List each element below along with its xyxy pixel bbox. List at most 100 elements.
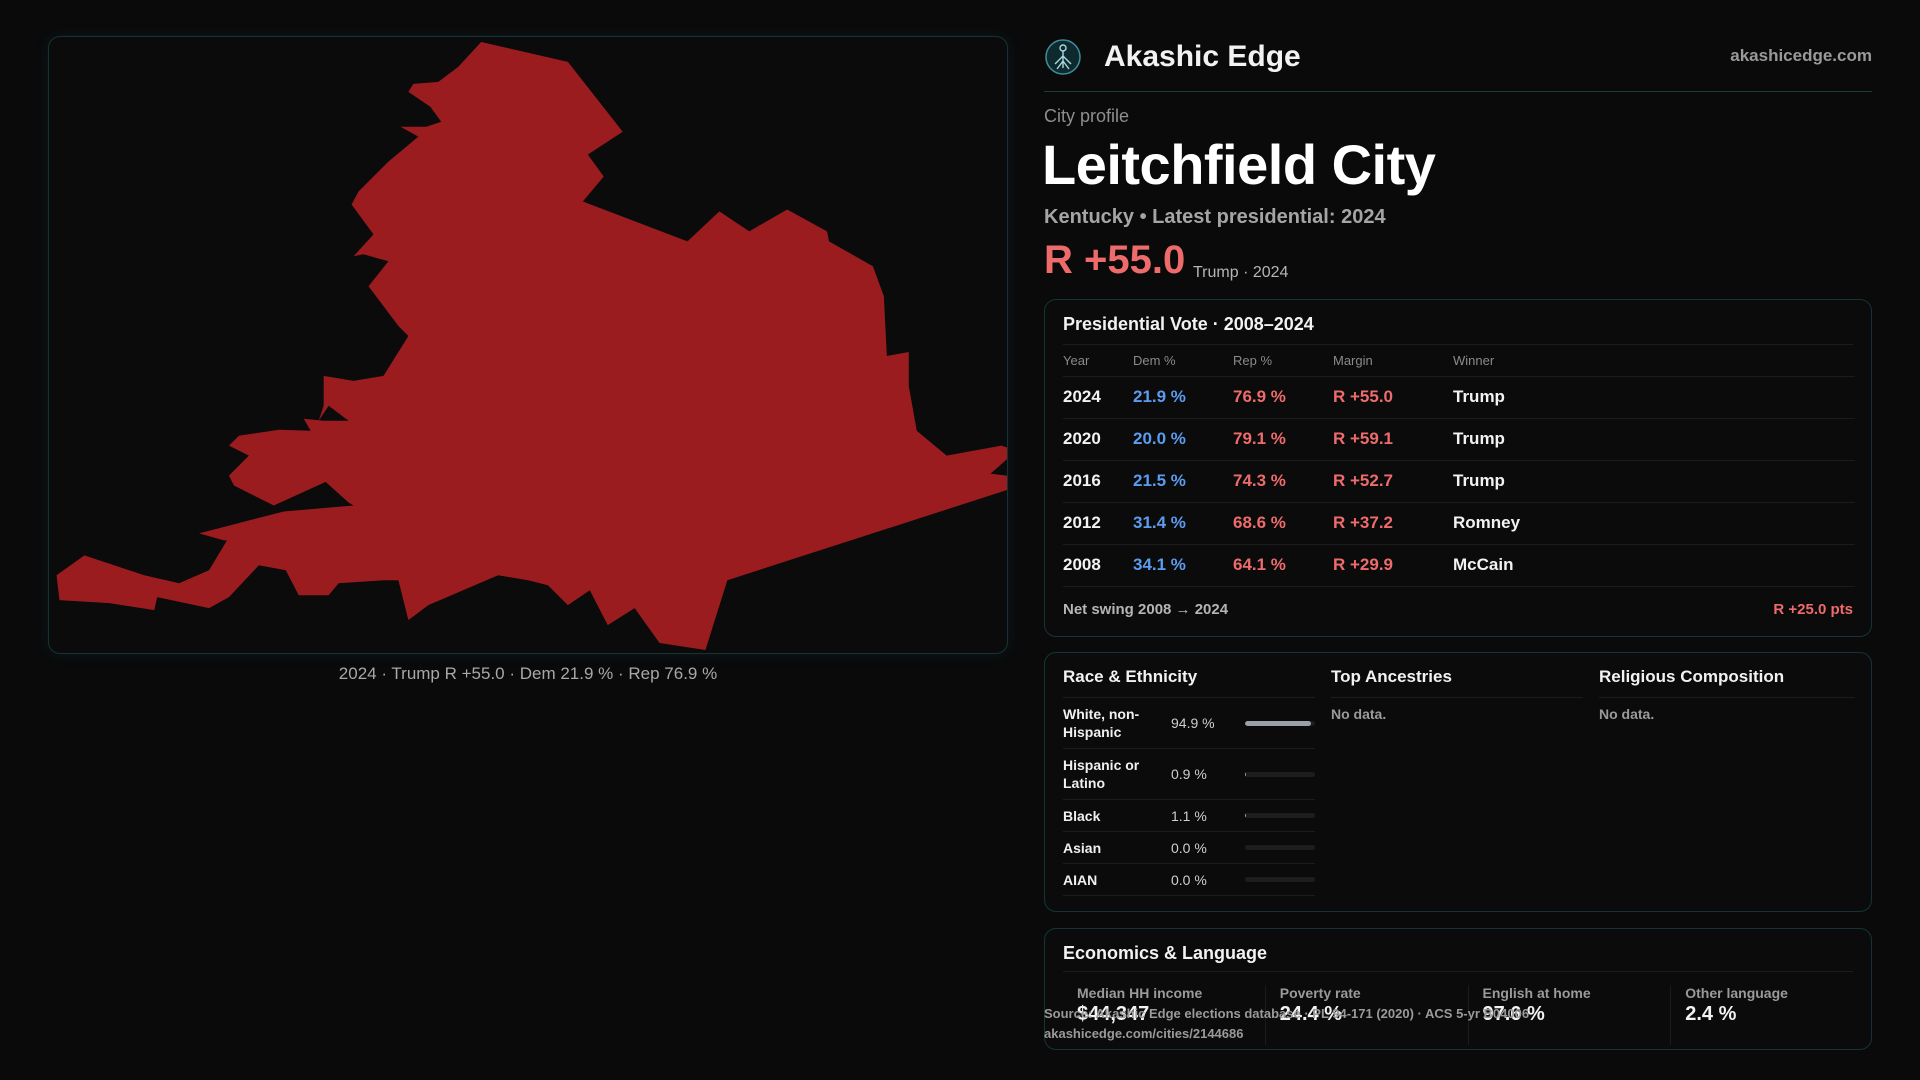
race-bar <box>1245 845 1315 850</box>
race-title: Race & Ethnicity <box>1063 667 1315 698</box>
presidential-vote-card: Presidential Vote · 2008–2024 Year Dem %… <box>1044 299 1872 637</box>
dem-cell: 21.9 % <box>1133 376 1233 419</box>
dem-cell: 21.5 % <box>1133 460 1233 503</box>
year-cell: 2020 <box>1063 418 1133 461</box>
econ-label: Median HH income <box>1077 985 1203 1001</box>
econ-cell: Other language 2.4 % <box>1670 985 1873 1045</box>
dem-cell: 20.0 % <box>1133 418 1233 461</box>
vote-table: Year Dem % Rep % Margin Winner 2024 21.9… <box>1063 346 1855 587</box>
race-pct: 0.0 % <box>1171 871 1207 888</box>
winner-cell: Romney <box>1453 502 1855 545</box>
race-name: AIAN <box>1063 871 1098 888</box>
latest-margin-detail: Trump · 2024 <box>1193 264 1289 281</box>
econ-value: 2.4 % <box>1685 1003 1737 1025</box>
econ-label: Other language <box>1685 985 1788 1001</box>
year-cell: 2024 <box>1063 376 1133 419</box>
page-subtitle: Kentucky • Latest presidential: 2024 <box>1044 206 1386 228</box>
source-citation: Source: Akashic Edge elections database … <box>1044 1006 1530 1021</box>
race-row: Asian 0.0 % <box>1063 832 1315 864</box>
economics-card: Economics & Language Median HH income $4… <box>1044 928 1872 1050</box>
winner-cell: Trump <box>1453 418 1855 461</box>
econ-value: 24.4 % <box>1279 1003 1343 1025</box>
table-row: 2016 21.5 % 74.3 % R +52.7 Trump <box>1063 460 1855 503</box>
table-row: 2008 34.1 % 64.1 % R +29.9 McCain <box>1063 544 1855 587</box>
econ-label: English at home <box>1482 985 1591 1001</box>
winner-cell: Trump <box>1453 376 1855 419</box>
brand-name[interactable]: Akashic Edge <box>1104 40 1301 73</box>
rep-cell: 74.3 % <box>1233 460 1333 503</box>
race-bar <box>1245 771 1315 777</box>
religion-title: Religious Composition <box>1599 667 1855 698</box>
city-boundary-polygon <box>56 41 1007 651</box>
econ-cell: English at home 97.6 % <box>1467 985 1671 1045</box>
source-url[interactable]: akashicedge.com/cities/2144686 <box>1044 1026 1244 1041</box>
winner-cell: McCain <box>1453 544 1855 587</box>
race-bar-fill <box>1245 813 1246 818</box>
header-rep: Rep % <box>1233 346 1333 377</box>
profile-kicker: City profile <box>1044 106 1130 126</box>
econ-cell: Poverty rate 24.4 % <box>1264 985 1468 1045</box>
divider <box>1063 344 1853 345</box>
year-cell: 2012 <box>1063 502 1133 545</box>
table-row: 2024 21.9 % 76.9 % R +55.0 Trump <box>1063 376 1855 419</box>
demographics-card: Race & Ethnicity White, non-Hispanic 94.… <box>1044 652 1872 912</box>
margin-cell: R +59.1 <box>1333 418 1453 461</box>
race-pct: 0.9 % <box>1171 766 1207 782</box>
race-row: Hispanic or Latino 0.9 % <box>1063 749 1315 800</box>
year-cell: 2016 <box>1063 460 1133 503</box>
race-name: White, non-Hispanic <box>1063 706 1140 740</box>
race-name: Asian <box>1063 839 1102 856</box>
dem-cell: 34.1 % <box>1133 544 1233 587</box>
latest-margin: R +55.0 <box>1044 238 1186 282</box>
econ-value: 97.6 % <box>1482 1003 1545 1025</box>
map-caption: 2024 · Trump R +55.0 · Dem 21.9 % · Rep … <box>338 664 718 683</box>
header-year: Year <box>1063 346 1133 377</box>
race-row: AIAN 0.0 % <box>1063 864 1315 896</box>
page-title: Leitchfield City <box>1042 133 1436 196</box>
race-pct: 94.9 % <box>1171 715 1215 731</box>
net-swing-label: Net swing 2008 → 2024 <box>1063 601 1229 618</box>
econ-grid: Median HH income $44,347 Poverty rate 24… <box>1045 985 1873 1045</box>
ancestries-empty: No data. <box>1331 706 1387 722</box>
race-column: Race & Ethnicity White, non-Hispanic 94.… <box>1063 667 1315 896</box>
net-swing-value: R +25.0 pts <box>1773 601 1853 618</box>
rep-cell: 79.1 % <box>1233 418 1333 461</box>
margin-cell: R +37.2 <box>1333 502 1453 545</box>
econ-cell: Median HH income $44,347 <box>1045 985 1265 1045</box>
source-footer: Source: Akashic Edge elections database … <box>1044 1004 1529 1044</box>
rep-cell: 76.9 % <box>1233 376 1333 419</box>
rep-cell: 68.6 % <box>1233 502 1333 545</box>
race-bar-fill <box>1245 771 1246 777</box>
econ-title: Economics & Language <box>1063 943 1268 963</box>
race-pct: 1.1 % <box>1171 807 1207 824</box>
header-margin: Margin <box>1333 346 1453 377</box>
table-row: 2012 31.4 % 68.6 % R +37.2 Romney <box>1063 502 1855 545</box>
race-name: Hispanic or Latino <box>1063 757 1140 791</box>
header-dem: Dem % <box>1133 346 1233 377</box>
site-link[interactable]: akashicedge.com <box>1730 46 1872 65</box>
race-name: Black <box>1063 807 1101 824</box>
religion-empty: No data. <box>1599 706 1655 722</box>
race-bar <box>1245 877 1315 882</box>
header: Akashic Edge akashicedge.com <box>1044 36 1872 92</box>
city-boundary-map <box>48 36 1008 654</box>
dem-cell: 31.4 % <box>1133 502 1233 545</box>
race-pct: 0.0 % <box>1171 839 1207 856</box>
econ-value: $44,347 <box>1077 1003 1150 1025</box>
winner-cell: Trump <box>1453 460 1855 503</box>
race-bar <box>1245 813 1315 818</box>
vote-card-title: Presidential Vote · 2008–2024 <box>1063 314 1314 334</box>
religion-column: Religious Composition No data. <box>1599 667 1855 722</box>
margin-cell: R +52.7 <box>1333 460 1453 503</box>
city-boundary-shape <box>56 41 1007 651</box>
year-cell: 2008 <box>1063 544 1133 587</box>
table-row: 2020 20.0 % 79.1 % R +59.1 Trump <box>1063 418 1855 461</box>
race-row: White, non-Hispanic 94.9 % <box>1063 698 1315 749</box>
econ-label: Poverty rate <box>1279 985 1361 1001</box>
tree-of-life-icon[interactable] <box>1044 38 1082 76</box>
margin-cell: R +29.9 <box>1333 544 1453 587</box>
ancestries-column: Top Ancestries No data. <box>1331 667 1583 722</box>
race-bar-fill <box>1245 720 1312 726</box>
race-bar <box>1245 720 1315 726</box>
header-winner: Winner <box>1453 346 1855 377</box>
